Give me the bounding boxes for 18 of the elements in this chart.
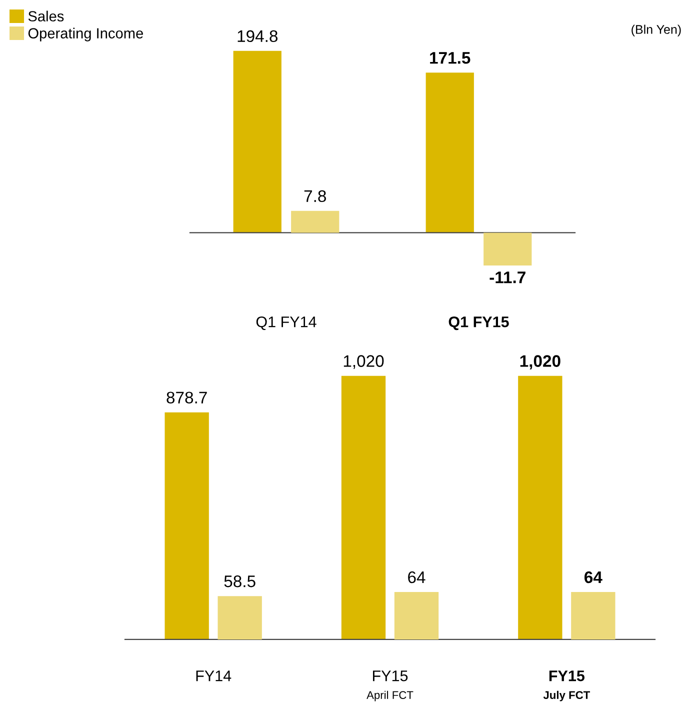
data-label: 7.8 <box>304 190 326 202</box>
data-label: -11.7 <box>490 272 526 284</box>
x-tick-label: FY14 <box>196 670 232 682</box>
legend-label: Sales <box>28 10 64 22</box>
x-tick-label: Q1 FY14 <box>256 316 316 330</box>
data-label: 878.7 <box>166 392 207 404</box>
x-tick-label: FY15 July FCT <box>543 670 590 702</box>
legend-label: Operating Income <box>28 28 143 42</box>
data-label: 194.8 <box>238 30 278 42</box>
data-label: 58.5 <box>224 575 256 588</box>
data-label: 171.5 <box>430 52 470 64</box>
text: (Bln Yen) <box>632 24 681 36</box>
x-tick-label: Q1 FY15 <box>448 316 509 330</box>
data-label: 1,020 <box>520 355 560 370</box>
data-label: 1,020 <box>344 355 384 369</box>
data-label: 64 <box>408 571 426 584</box>
x-tick-label: FY15 April FCT <box>366 670 414 702</box>
data-label: 64 <box>584 571 602 584</box>
